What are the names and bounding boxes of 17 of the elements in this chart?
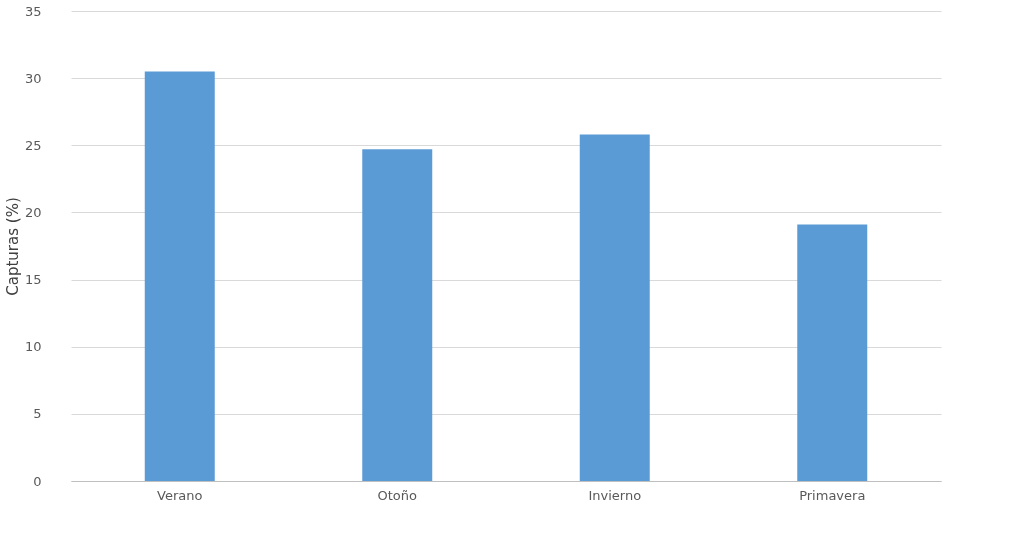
- y-tick-label: 35: [24, 3, 42, 19]
- y-tick-label: 15: [24, 272, 42, 288]
- y-tick-label: 0: [33, 473, 42, 489]
- bar: [362, 149, 433, 481]
- x-tick-label: Invierno: [588, 487, 642, 503]
- y-tick-label: 25: [24, 137, 42, 153]
- bar: [797, 224, 868, 481]
- y-tick-label: 10: [24, 339, 42, 355]
- bar: [144, 71, 215, 481]
- x-tick-label: Otoño: [377, 487, 418, 503]
- bar: [579, 134, 650, 481]
- x-tick-label: Primavera: [799, 487, 866, 503]
- y-axis-title: Capturas (%): [3, 197, 22, 296]
- x-tick-label: Verano: [157, 487, 203, 503]
- y-tick-label: 5: [33, 406, 42, 422]
- y-tick-label: 20: [24, 204, 42, 220]
- y-tick-label: 30: [24, 70, 42, 86]
